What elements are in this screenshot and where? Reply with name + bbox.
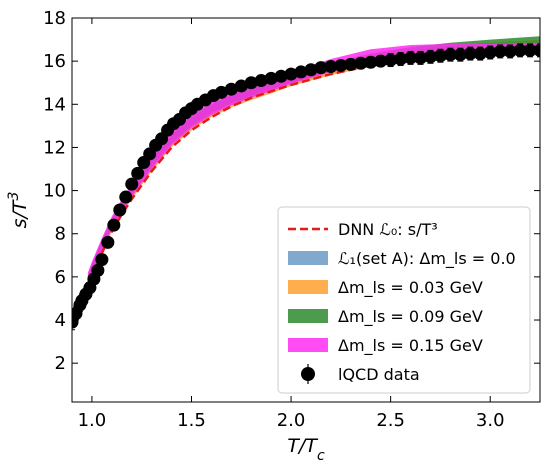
legend-label: lQCD data [338, 365, 420, 384]
y-tick-label: 8 [55, 224, 66, 245]
legend-handle-band [288, 338, 328, 352]
legend-handle-band [288, 280, 328, 294]
lqcd-point [274, 69, 288, 83]
y-tick-label: 16 [43, 51, 66, 72]
y-tick-label: 14 [43, 94, 66, 115]
lqcd-point [344, 57, 358, 71]
lqcd-point [533, 43, 540, 57]
lqcd-point [354, 56, 368, 70]
lqcd-point [493, 44, 507, 58]
lqcd-point [125, 177, 139, 191]
lqcd-point [443, 48, 457, 62]
lqcd-point [513, 43, 527, 57]
lqcd-point [107, 218, 121, 232]
lqcd-point [101, 235, 115, 249]
x-tick-label: 2.0 [277, 410, 306, 431]
y-tick-label: 10 [43, 181, 66, 202]
y-tick-label: 6 [55, 267, 66, 288]
lqcd-point [91, 263, 105, 277]
lqcd-point [131, 166, 145, 180]
lqcd-point [463, 47, 477, 61]
x-tick-label: 2.5 [376, 410, 405, 431]
lqcd-point [264, 71, 278, 85]
legend-handle-band [288, 251, 328, 265]
lqcd-point [284, 67, 298, 81]
lqcd-point [113, 203, 127, 217]
y-tick-label: 12 [43, 137, 66, 158]
lqcd-point [304, 63, 318, 77]
lqcd-point [324, 60, 338, 74]
y-tick-label: 18 [43, 8, 66, 29]
lqcd-point [254, 74, 268, 88]
legend-label: Δm_ls = 0.15 GeV [338, 336, 483, 356]
lqcd-point [473, 47, 487, 61]
lqcd-point [483, 46, 497, 60]
y-tick-label: 4 [55, 310, 66, 331]
y-axis: 2 4 6 8 10 12 14 16 18 [43, 8, 540, 374]
lqcd-point [334, 58, 348, 72]
lqcd-point [95, 253, 109, 267]
lqcd-point [374, 54, 388, 68]
lqcd-point [214, 85, 228, 99]
x-tick-label: 3.0 [476, 410, 505, 431]
x-tick-label: 1.5 [177, 410, 206, 431]
lqcd-point [453, 48, 467, 62]
lqcd-point [224, 82, 238, 96]
lqcd-point [503, 44, 517, 58]
lqcd-point [119, 190, 133, 204]
legend-label: DNN ℒ₀: s/T³ [338, 220, 438, 239]
x-axis: 1.0 1.5 2.0 2.5 3.0 [78, 18, 505, 431]
lqcd-point [433, 49, 447, 63]
lqcd-point [404, 51, 418, 65]
lqcd-point [364, 55, 378, 69]
lqcd-point [523, 43, 537, 57]
x-tick-label: 1.0 [78, 410, 107, 431]
lqcd-point [414, 51, 428, 65]
lqcd-point [384, 53, 398, 67]
lqcd-point [314, 61, 328, 75]
lqcd-point [234, 79, 248, 93]
legend-handle-band [288, 309, 328, 323]
legend-label: ℒ₁(set A): Δm_ls = 0.0 [338, 249, 516, 269]
lqcd-point [394, 52, 408, 66]
lqcd-point [294, 65, 308, 79]
legend-handle-point [301, 367, 315, 381]
lqcd-point [423, 50, 437, 64]
lqcd-point [244, 76, 258, 90]
lqcd-points-layer [72, 43, 540, 331]
y-tick-label: 2 [55, 353, 66, 374]
legend-box [277, 206, 531, 394]
legend: DNN ℒ₀: s/T³ ℒ₁(set A): Δm_ls = 0.0 Δm_ls … [277, 206, 531, 394]
plot-frame [71, 17, 541, 403]
legend-label: Δm_ls = 0.03 GeV [338, 278, 483, 298]
legend-label: Δm_ls = 0.09 GeV [338, 307, 483, 327]
